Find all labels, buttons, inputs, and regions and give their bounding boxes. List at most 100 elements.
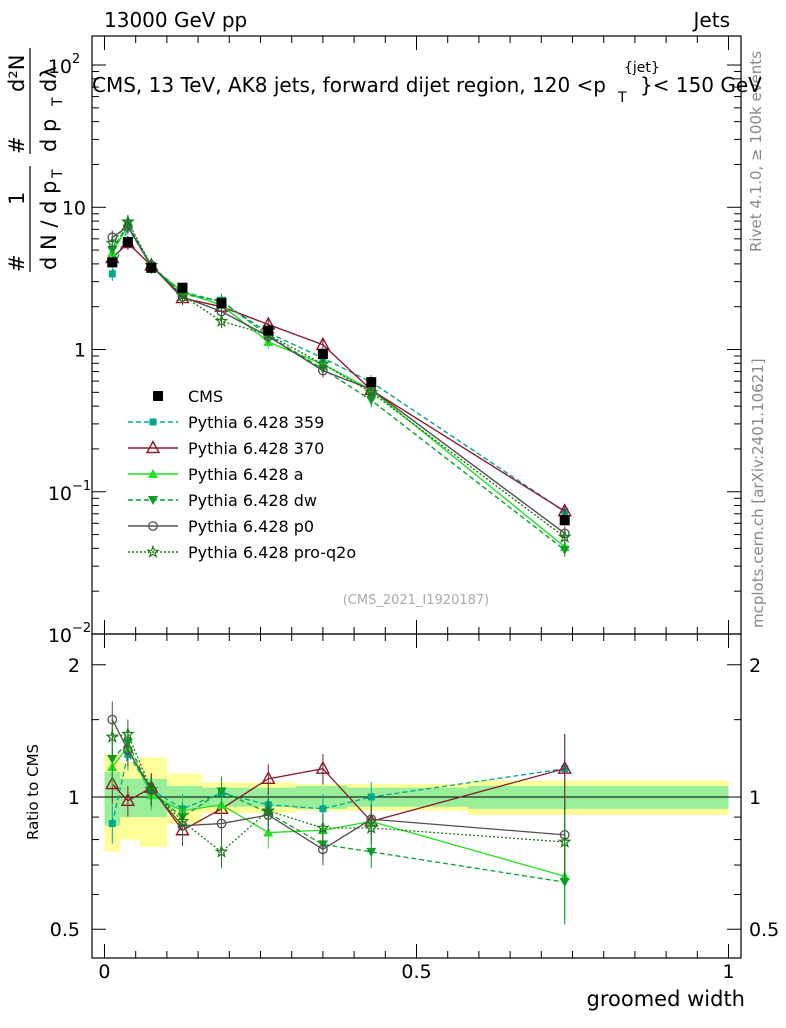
cms-point [263,325,274,336]
cms-point [177,282,188,293]
main-y-tick-label-exp: −1 [72,479,91,494]
ratio-point-pro-q2o [105,729,120,743]
ratio-point-p0 [216,818,227,829]
ratio-point-370 [105,776,120,790]
legend-label-dw: Pythia 6.428 dw [188,491,317,510]
ratio-y-tick-label-right: 0.5 [749,919,779,941]
legend: CMS Pythia 6.428 359 Pythia 6.428 370 Pythi… [128,387,356,562]
x-tick-label: 0 [98,961,110,983]
main-y-tick-label-base: 10 [48,56,72,78]
side-mcplots-label: mcplots.cern.ch [arXiv:2401.10621] [749,358,767,628]
ratio-point-370 [120,792,136,807]
cms-point [559,515,570,526]
x-tick-label: 1 [722,961,734,983]
main-point-dw [559,545,570,555]
ylabel-one: 1 [5,192,29,205]
legend-marker-cms [153,391,163,401]
legend-label-359: Pythia 6.428 359 [188,413,324,432]
ratio-point-pro-q2o [214,844,229,858]
title-main: CMS, 13 TeV, AK8 jets, forward dijet reg… [92,73,606,97]
ylabel-dn-dpt: d N / d p [37,181,61,270]
legend-entry-p0: Pythia 6.428 p0 [128,517,314,536]
ylabel-hash-2: # [5,136,29,154]
cms-point [317,349,328,360]
ylabel-t-sub-1: T [50,169,66,179]
ratio-point-a [263,827,274,837]
main-point-dw [366,396,377,406]
ratio-line-pro-q2o [112,733,565,853]
legend-marker-370 [145,440,161,454]
ratio-y-axis-label: Ratio to CMS [24,744,42,840]
analysis-watermark: (CMS_2021_I1920187) [343,593,490,608]
ratio-point-pro-q2o [120,726,135,741]
cms-point [107,257,118,268]
legend-entry-cms: CMS [153,387,223,406]
legend-marker-dw [148,496,158,505]
main-y-tick-label-base: 10 [48,483,72,505]
title-sup: {jet} [624,60,660,76]
header-left: 13000 GeV pp [104,8,247,32]
legend-label-pro-q2o: Pythia 6.428 pro-q2o [188,543,356,562]
main-point-pro-q2o [315,356,330,370]
ratio-point-359 [319,805,327,813]
ratio-point-p0 [317,844,328,855]
legend-entry-pro-q2o: Pythia 6.428 pro-q2o [128,543,356,562]
main-point-pro-q2o [214,313,229,328]
main-line-p0 [111,225,566,534]
main-y-tick-label: 1 [74,340,86,362]
ratio-point-pro-q2o [315,820,330,834]
legend-marker-pro-q2o [146,544,160,558]
main-point-pro-q2o [175,288,190,302]
ratio-series-dw [107,727,570,925]
ylabel-dlambda: dλ [37,66,61,92]
side-rivet-label: Rivet 4.1.0, ≥ 100k events [747,51,765,252]
legend-entry-370: Pythia 6.428 370 [128,439,324,458]
ylabel-d2n: d²N [5,55,29,92]
ratio-point-370 [557,760,572,774]
legend-label-cms: CMS [188,387,223,406]
main-point-pro-q2o [105,235,120,249]
cms-point [122,237,133,248]
legend-entry-dw: Pythia 6.428 dw [128,491,317,510]
legend-entry-a: Pythia 6.428 a [128,465,304,484]
ratio-point-370 [261,770,276,785]
ratio-series-a [107,732,570,919]
main-series-group [105,214,572,557]
ratio-point-pro-q2o [175,814,190,828]
ratio-y-tick-label: 0.5 [50,919,80,941]
main-series-dw [107,217,570,557]
main-point-359 [108,270,116,278]
ylabel-dpt: d p [37,119,61,152]
ratio-point-dw [107,755,118,765]
main-point-pro-q2o [364,385,379,399]
ratio-point-pro-q2o [557,834,572,848]
ratio-y-tick-label: 2 [68,655,80,677]
main-point-dw [107,246,118,256]
cms-point [366,377,377,388]
main-y-axis-label: # 1 d N / d p T # d²N d p T dλ [5,48,66,272]
legend-label-p0: Pythia 6.428 p0 [188,517,314,536]
legend-marker-p0 [148,521,158,531]
main-y-tick-label-exp: 2 [72,52,80,67]
legend-entry-359: Pythia 6.428 359 [128,413,324,432]
ratio-y-tick-label: 1 [68,787,80,809]
ratio-y-tick-label-right: 2 [749,655,761,677]
ratio-line-359 [111,752,565,824]
ratio-point-dw [216,787,227,797]
legend-marker-a [148,469,158,478]
title-sub: T [617,90,627,106]
header-right: Jets [692,8,730,32]
ratio-point-pro-q2o [144,782,159,796]
legend-marker-359 [149,418,157,426]
ratio-uncertainty-bands [92,754,741,852]
main-y-tick-label: 10 [62,197,86,219]
ratio-point-370 [315,760,331,774]
main-title: CMS, 13 TeV, AK8 jets, forward dijet reg… [92,60,762,106]
x-tick-label: 0.5 [401,961,431,983]
ratio-point-359 [367,793,375,801]
main-y-tick-label-base: 10 [48,625,72,647]
ratio-point-359 [108,820,116,828]
ylabel-t-sub-2: T [50,97,66,107]
legend-label-a: Pythia 6.428 a [188,465,304,484]
main-series-a [107,218,570,554]
